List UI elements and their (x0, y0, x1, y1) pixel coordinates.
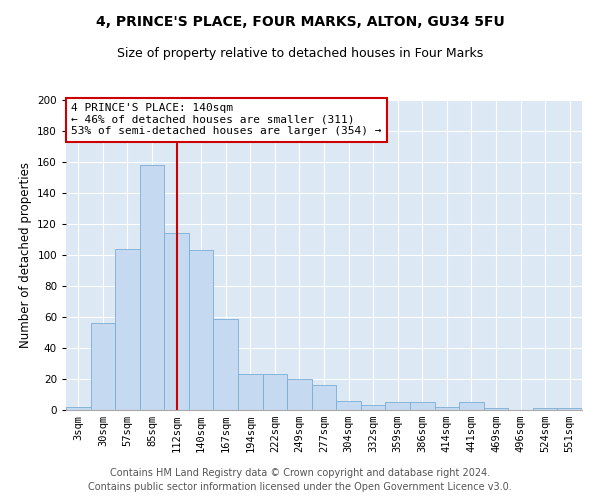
Bar (361, 406, 385, 410)
Bar (385, 402, 410, 410)
Bar (287, 379, 312, 410)
Bar (214, 318, 238, 410)
Text: Contains HM Land Registry data © Crown copyright and database right 2024.: Contains HM Land Registry data © Crown c… (110, 468, 490, 477)
Bar (434, 407, 459, 410)
Y-axis label: Number of detached properties: Number of detached properties (19, 162, 32, 348)
Text: 4, PRINCE'S PLACE, FOUR MARKS, ALTON, GU34 5FU: 4, PRINCE'S PLACE, FOUR MARKS, ALTON, GU… (95, 15, 505, 29)
Bar (484, 408, 508, 410)
Bar (312, 385, 336, 410)
Bar (238, 374, 263, 410)
Text: Size of property relative to detached houses in Four Marks: Size of property relative to detached ho… (117, 48, 483, 60)
Text: 4 PRINCE'S PLACE: 140sqm
← 46% of detached houses are smaller (311)
53% of semi-: 4 PRINCE'S PLACE: 140sqm ← 46% of detach… (71, 103, 382, 136)
Bar (459, 402, 484, 410)
Bar (115, 249, 140, 410)
Bar (140, 165, 164, 410)
Bar (336, 400, 361, 410)
Bar (164, 234, 189, 410)
Bar (189, 250, 214, 410)
Bar (410, 402, 434, 410)
Bar (91, 323, 115, 410)
Bar (533, 408, 557, 410)
Bar (66, 407, 91, 410)
Bar (263, 374, 287, 410)
Text: Contains public sector information licensed under the Open Government Licence v3: Contains public sector information licen… (88, 482, 512, 492)
Bar (557, 408, 582, 410)
